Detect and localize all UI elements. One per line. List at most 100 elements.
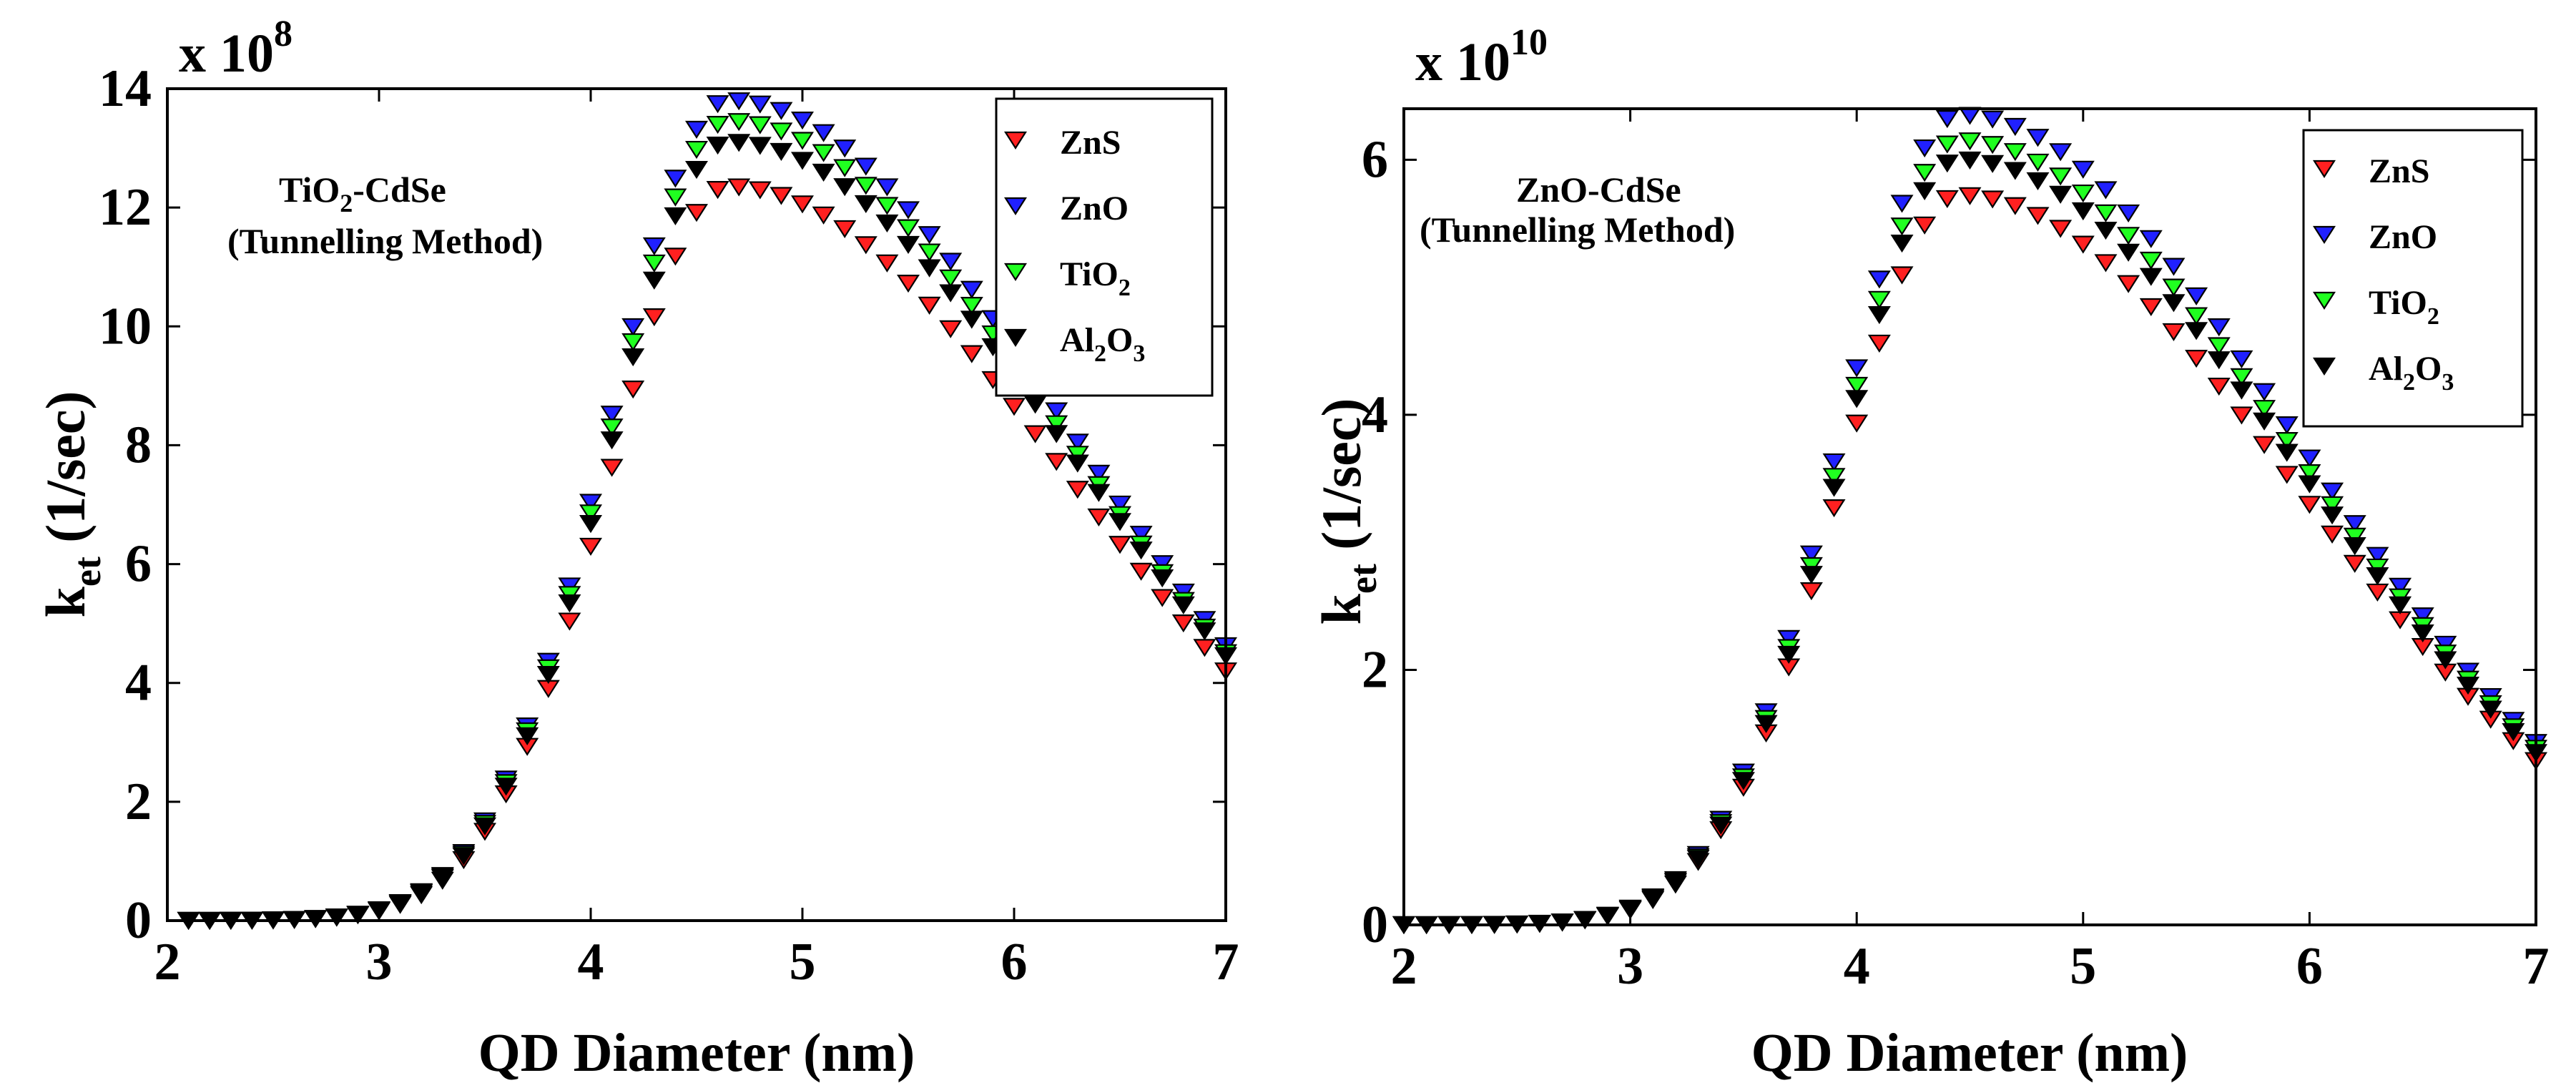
- data-point-al2o3: [2457, 677, 2480, 695]
- data-point-zno: [706, 95, 729, 114]
- data-point-al2o3: [1171, 596, 1195, 614]
- data-point-al2o3: [2321, 506, 2344, 525]
- data-point-zns: [939, 320, 963, 338]
- data-point-al2o3: [579, 515, 603, 534]
- x-tick-label: 5: [2070, 937, 2096, 996]
- data-point-al2o3: [2298, 475, 2321, 494]
- data-point-zns: [875, 254, 899, 273]
- data-point-zno: [960, 280, 983, 299]
- data-point-zno: [748, 95, 772, 114]
- chart-1-annotation-line2: (Tunnelling Method): [227, 221, 543, 261]
- data-point-al2o3: [1890, 234, 1914, 253]
- data-point-tio2: [960, 297, 983, 315]
- data-point-al2o3: [1935, 155, 1959, 173]
- data-point-zno: [2411, 607, 2434, 626]
- data-point-al2o3: [2275, 443, 2299, 462]
- data-point-al2o3: [325, 908, 348, 927]
- chart-1-annotation-line1: TiO2-CdSe: [279, 170, 446, 217]
- data-point-al2o3: [410, 884, 433, 903]
- data-point-al2o3: [1958, 151, 1982, 170]
- data-point-al2o3: [388, 895, 412, 913]
- y-tick-label: 0: [1362, 896, 1388, 954]
- data-point-zns: [2094, 254, 2118, 273]
- chart-2-x-axis-label: QD Diameter (nm): [1751, 1023, 2188, 1083]
- data-point-al2o3: [2026, 172, 2050, 191]
- data-point-zno: [2321, 482, 2344, 501]
- x-tick-label: 4: [578, 933, 604, 991]
- data-point-al2o3: [939, 284, 963, 303]
- chart-1-legend: ZnS ZnO TiO2 Al2O3: [995, 97, 1214, 397]
- data-point-zno: [2230, 350, 2253, 368]
- data-point-al2o3: [2230, 381, 2253, 400]
- legend-label-tio2: TiO2: [2369, 284, 2439, 330]
- data-point-al2o3: [960, 310, 983, 329]
- x-tick-label: 3: [366, 933, 393, 991]
- y-tick-label: 2: [125, 773, 152, 831]
- chart-2-annotation-line1: ZnO-CdSe: [1516, 170, 1681, 210]
- data-point-al2o3: [2049, 185, 2073, 204]
- data-point-zns: [1913, 216, 1937, 235]
- data-point-al2o3: [2117, 243, 2140, 262]
- data-point-zns: [600, 459, 624, 477]
- data-point-tio2: [833, 159, 857, 177]
- data-point-tio2: [918, 243, 941, 262]
- data-point-al2o3: [812, 163, 835, 182]
- data-point-tio2: [812, 144, 835, 162]
- chart-1-legend-box: [995, 97, 1214, 397]
- data-point-tio2: [1066, 446, 1089, 464]
- data-point-zno: [2434, 635, 2457, 654]
- data-point-zns: [1087, 508, 1111, 527]
- data-point-zns: [2207, 377, 2231, 396]
- data-point-zno: [1045, 402, 1068, 421]
- data-point-tio2: [1958, 132, 1982, 151]
- data-point-al2o3: [1066, 454, 1089, 473]
- data-point-tio2: [1935, 135, 1959, 154]
- x-tick-label: 6: [2296, 937, 2323, 996]
- data-point-zno: [1151, 555, 1174, 574]
- y-tick-label: 6: [1362, 130, 1388, 189]
- legend-label-al2o3: Al2O3: [1060, 321, 1145, 367]
- legend-marker-zns: [2312, 160, 2336, 179]
- legend-marker-al2o3: [2312, 357, 2336, 376]
- data-point-zno: [621, 318, 645, 336]
- data-point-al2o3: [621, 348, 645, 367]
- data-point-tio2: [790, 132, 815, 150]
- data-point-zns: [2275, 466, 2299, 484]
- data-point-zno: [1981, 110, 2005, 129]
- data-point-zno: [1913, 139, 1937, 158]
- data-point-zns: [2162, 323, 2186, 341]
- data-point-al2o3: [1108, 513, 1132, 531]
- legend-marker-zns: [1003, 131, 1028, 150]
- data-point-zno: [2275, 416, 2299, 435]
- data-point-tio2: [2026, 153, 2050, 172]
- data-point-al2o3: [2207, 351, 2231, 370]
- data-point-zno: [579, 494, 603, 512]
- data-point-zns: [2139, 298, 2163, 317]
- y-tick-label: 12: [99, 178, 152, 237]
- data-point-zns: [1799, 582, 1823, 601]
- data-point-al2o3: [1573, 911, 1597, 930]
- data-point-al2o3: [2479, 700, 2502, 719]
- data-point-al2o3: [346, 906, 370, 924]
- data-point-al2o3: [1193, 622, 1216, 641]
- data-point-al2o3: [452, 847, 476, 866]
- chart-1-axes-frame: [166, 87, 1227, 922]
- data-point-zns: [1867, 334, 1891, 353]
- legend-marker-al2o3: [1003, 328, 1028, 348]
- data-point-zno: [812, 124, 835, 142]
- data-point-zno: [1087, 464, 1111, 483]
- data-point-al2o3: [2003, 162, 2027, 180]
- data-point-zno: [1845, 359, 1869, 378]
- data-point-tio2: [854, 177, 877, 195]
- data-point-zns: [1066, 481, 1089, 499]
- x-tick-label: 5: [790, 933, 816, 991]
- data-point-tio2: [1913, 164, 1937, 182]
- data-point-zns: [790, 195, 815, 214]
- chart-2-axes-frame: [1402, 107, 2537, 926]
- data-point-tio2: [706, 116, 729, 134]
- legend-label-zno: ZnO: [2369, 218, 2437, 256]
- data-point-al2o3: [1663, 873, 1687, 892]
- data-point-zno: [2298, 449, 2321, 468]
- data-point-zns: [1023, 425, 1047, 443]
